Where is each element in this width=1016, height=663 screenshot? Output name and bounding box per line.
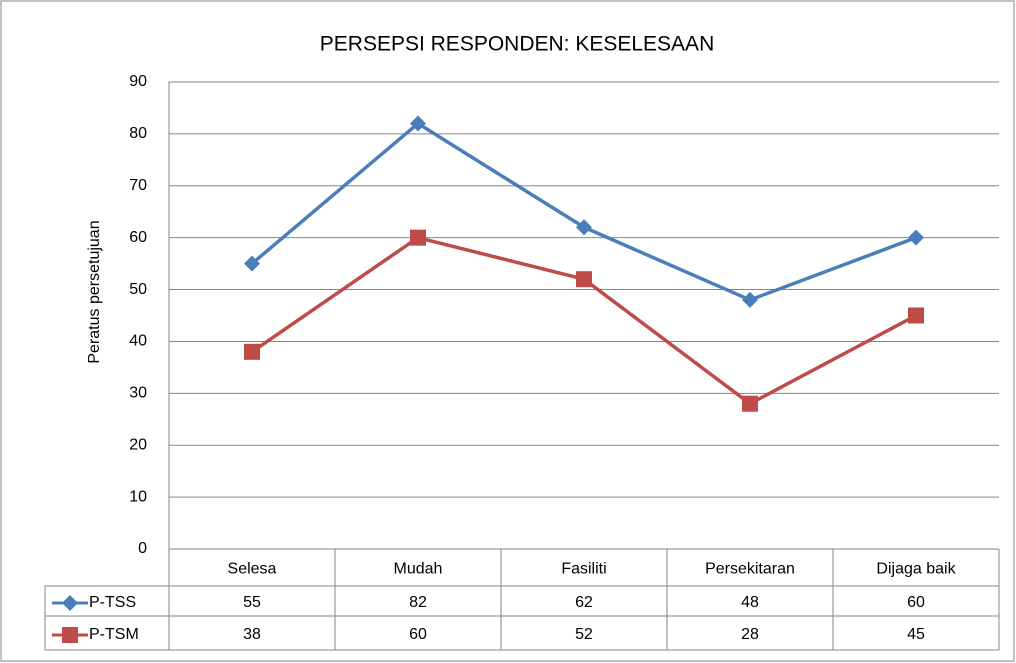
x-tick-label: Selesa [228,561,277,578]
marker [62,595,78,611]
marker [908,229,924,246]
table-value: 55 [243,594,261,611]
x-tick-label: Fasiliti [561,561,606,578]
y-axis-label: Peratus persetujuan [86,220,103,363]
y-tick-label: 0 [138,540,147,557]
marker [742,291,758,308]
chart-title: PERSEPSI RESPONDEN: KESELESAAN [320,33,714,56]
marker [908,307,924,324]
table-value: 62 [575,594,593,611]
table-value: 48 [741,594,759,611]
y-tick-label: 10 [129,488,147,505]
table-value: 28 [741,626,759,643]
legend-label: P-TSS [89,594,136,611]
marker [244,255,260,272]
y-tick-label: 90 [129,73,147,90]
marker [410,115,426,132]
legend-label: P-TSM [89,626,139,643]
y-tick-label: 20 [129,436,147,453]
marker [62,627,78,643]
marker [576,271,592,288]
marker [410,229,426,246]
y-tick-label: 80 [129,125,147,142]
y-tick-label: 50 [129,281,147,298]
table-value: 60 [409,626,427,643]
table-value: 60 [907,594,925,611]
y-tick-label: 60 [129,229,147,246]
x-tick-label: Mudah [394,561,443,578]
x-tick-label: Dijaga baik [876,561,956,578]
y-tick-label: 70 [129,177,147,194]
y-tick-label: 40 [129,333,147,350]
table-value: 52 [575,626,593,643]
table-value: 82 [409,594,427,611]
marker [244,343,260,360]
marker [576,219,592,236]
table-value: 45 [907,626,925,643]
y-tick-label: 30 [129,385,147,402]
x-tick-label: Persekitaran [705,561,795,578]
table-value: 38 [243,626,261,643]
marker [742,395,758,412]
